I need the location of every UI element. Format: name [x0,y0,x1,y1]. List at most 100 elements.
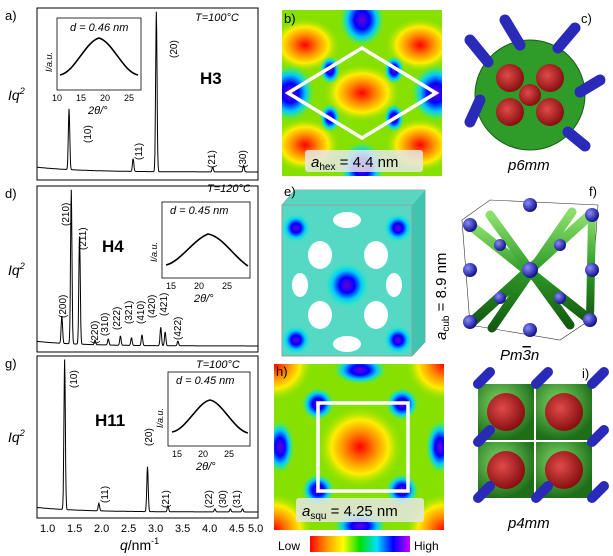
svg-text:(210): (210) [61,203,72,226]
panel-label-f: f) [589,184,597,199]
svg-text:2θ/°: 2θ/° [195,461,216,473]
x-tick-label: 4.5 [229,523,244,535]
lattice-parameter-cub: acub = 8.9 nm [433,253,452,340]
unit-cell-outline [284,45,440,141]
color-scale-bar: Low High [278,536,439,553]
svg-text:25: 25 [222,281,232,291]
x-tick-label: 1.0 [40,523,55,535]
x-tick-label: 1.5 [67,523,82,535]
svg-text:20: 20 [198,449,208,459]
sample-name-h4: H4 [102,237,124,256]
peak-label: (21) [207,150,218,168]
inset-curve [59,37,139,76]
svg-text:(11): (11) [100,486,111,503]
svg-text:(20): (20) [144,428,155,446]
svg-text:(220): (220) [90,321,101,344]
sample-name-h3: H3 [200,69,222,88]
inset-box [161,201,251,279]
svg-text:(222): (222) [112,307,123,330]
saxs-curve-h3 [37,11,258,173]
temperature-label: T=100°C [196,359,240,371]
svg-text:(200): (200) [58,295,69,318]
svg-text:(211): (211) [78,227,89,250]
x-tick-label: 2.5 [121,523,136,535]
x-axis-label: q/nm-1 [120,536,159,553]
saxs-panel-h4: d) T=120°C H4 Iq2 (200) (210) (211) (220… [5,183,259,353]
panel-label-a: a) [5,8,17,23]
inset-box [167,371,251,447]
svg-text:(422): (422) [173,317,184,340]
peak-label: (11) [134,143,145,160]
svg-text:(21): (21) [161,490,172,508]
sample-name-h11: H11 [95,411,125,430]
x-axis: 1.0 1.5 2.0 2.5 3.0 3.5 4.0 4.5 5.0 q/nm… [40,523,263,553]
inset-box [56,17,142,91]
inset-y-label: I/a.u. [44,52,54,72]
svg-text:25: 25 [224,449,234,459]
saxs-curve-h4 [37,189,258,347]
saxs-panel-h3: a) T=100°C H3 Iq2 (10) (11) (20) (21) (3… [5,7,259,181]
svg-text:15: 15 [166,281,176,291]
panel-label-b: b) [284,11,296,26]
panel-label-h: h) [276,364,288,379]
space-group-p4mm: p4mm [507,515,550,532]
color-scale-low: Low [278,539,300,553]
density-map-hex: ahex = 4.4 nm b) [282,10,442,176]
panel-label-d: d) [5,186,17,201]
svg-text:10: 10 [52,93,62,103]
panel-label-g: g) [5,356,17,371]
y-axis-label: Iq2 [8,428,25,445]
svg-text:(420): (420) [147,295,158,318]
inset-curve [165,233,249,267]
svg-text:(22): (22) [204,490,215,508]
panel-label-i: i) [582,366,589,381]
temperature-label: T=120°C [207,183,251,195]
density-map-cubic: e) acub = 8.9 nm [281,184,452,357]
x-tick-label: 4.0 [202,523,217,535]
y-axis-label: Iq2 [8,261,25,278]
svg-text:(410): (410) [136,301,147,324]
svg-text:(321): (321) [124,301,135,324]
x-tick-label: 3.0 [148,523,163,535]
model-cubic-pm3n: f) Pm3n [461,184,599,364]
space-group-p6mm: p6mm [507,157,550,174]
svg-text:(30): (30) [218,490,229,508]
x-tick-label: 5.0 [248,523,263,535]
peak-label: (10) [83,125,94,143]
saxs-panel-h11: g) T=100°C H11 Iq2 (10) (11) (20) (21) (… [5,355,259,519]
inset-x-label: 2θ/° [87,105,108,117]
svg-text:(10): (10) [69,370,80,388]
panel-label-e: e) [284,184,296,199]
inset-d-spacing: d = 0.46 nm [70,22,128,34]
model-square-p4mm: i) p4mm [473,366,609,532]
svg-text:20: 20 [194,281,204,291]
saxs-curve-h11 [37,359,258,513]
density-map-square: asqu = 4.25 nm h) [274,364,444,530]
y-axis-label: Iq2 [8,86,25,103]
panel-label-c: c) [581,11,592,26]
model-hexagonal-p6mm: c) p6mm [464,11,606,174]
svg-text:(421): (421) [159,293,170,316]
lattice-parameter-hex: ahex = 4.4 nm [311,154,398,173]
x-tick-label: 2.0 [94,523,109,535]
space-group-pm3n: Pm3n [500,347,539,364]
temperature-label: T=100°C [195,12,239,24]
color-scale-high: High [414,539,439,553]
inset-curve [171,399,249,434]
peak-label: (30) [238,150,249,168]
svg-text:(31): (31) [232,490,243,508]
svg-text:I/a.u.: I/a.u. [155,408,165,428]
svg-text:15: 15 [76,93,86,103]
unit-cell-outline [316,401,410,493]
svg-text:2θ/°: 2θ/° [193,293,214,305]
svg-text:I/a.u.: I/a.u. [149,242,159,262]
lattice-parameter-squ: asqu = 4.25 nm [302,503,398,522]
svg-text:d = 0.45 nm: d = 0.45 nm [170,205,228,217]
svg-text:d = 0.45 nm: d = 0.45 nm [176,375,234,387]
svg-text:25: 25 [124,93,134,103]
x-tick-label: 3.5 [175,523,190,535]
svg-text:15: 15 [172,449,182,459]
svg-text:20: 20 [100,93,110,103]
svg-text:(310): (310) [100,313,111,336]
